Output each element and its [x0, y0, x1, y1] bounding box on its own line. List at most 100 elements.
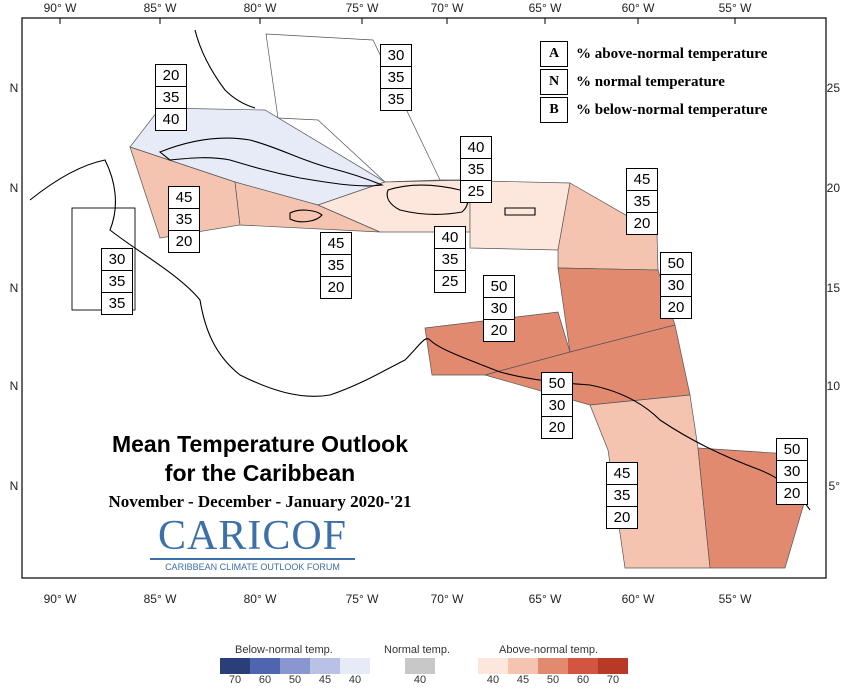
- prob-box-cayman: 45 35 20: [168, 186, 200, 253]
- prob-below: 25: [467, 183, 485, 200]
- normal-scale-swatch: [405, 658, 435, 674]
- prob-normal: 35: [461, 159, 491, 181]
- legend-key-below: B: [540, 97, 568, 123]
- prob-box-guyana: 45 35 20: [606, 462, 638, 529]
- lon-label-bottom: 65° W: [529, 592, 562, 606]
- prob-box-bahamas: 30 35 35: [380, 44, 412, 111]
- prob-above: 30: [381, 45, 411, 67]
- prob-normal: 30: [542, 395, 572, 417]
- lon-label-bottom: 70° W: [431, 592, 464, 606]
- lat-label-right: 15: [827, 281, 841, 295]
- prob-above: 30: [102, 249, 132, 271]
- lon-label-top: 85° W: [144, 1, 177, 15]
- axis-ticks: 90° W 90° W 85° W 85° W 80° W 80° W 75° W 75° W…: [10, 1, 841, 606]
- below-scale-tick-label: 45: [318, 674, 332, 686]
- lat-label-left: N: [10, 479, 19, 493]
- prob-below: 40: [162, 111, 180, 128]
- scale-title-above: Above-normal temp.: [499, 644, 599, 656]
- above-scale-swatch: [568, 658, 598, 674]
- prob-below: 20: [667, 299, 685, 316]
- puerto-rico-coastline: [504, 207, 536, 216]
- prob-box-belize: 30 35 35: [101, 248, 133, 315]
- logo-wordmark: CARICOF: [157, 513, 348, 559]
- lon-label-top: 70° W: [431, 1, 464, 15]
- above-scale-swatch: [508, 658, 538, 674]
- lon-label-bottom: 75° W: [346, 592, 379, 606]
- prob-box-hispaniola: 40 35 25: [460, 136, 492, 203]
- prob-above: 45: [607, 463, 637, 485]
- below-scale-tick-label: 70: [228, 674, 242, 686]
- above-scale-tick-label: 40: [486, 674, 500, 686]
- below-scale-swatch: [280, 658, 310, 674]
- lon-label-top: 65° W: [529, 1, 562, 15]
- below-scale-swatch: [250, 658, 280, 674]
- prob-normal: 30: [661, 275, 691, 297]
- legend-row-normal: N % normal temperature: [540, 68, 767, 96]
- central-america-coastline: [29, 159, 591, 397]
- above-scale-tick-label: 45: [516, 674, 530, 686]
- florida-coastline: [194, 29, 256, 109]
- prob-below: 20: [613, 509, 631, 526]
- prob-above: 40: [435, 227, 465, 249]
- legend-row-above: A % above-normal temperature: [540, 40, 767, 68]
- prob-normal: 35: [627, 191, 657, 213]
- lat-label-left: N: [10, 379, 19, 393]
- prob-below: 35: [108, 295, 126, 312]
- lon-label-bottom: 60° W: [622, 592, 655, 606]
- below-scale-tick-label: 50: [288, 674, 302, 686]
- prob-normal: 35: [156, 87, 186, 109]
- lon-label-top: 80° W: [244, 1, 277, 15]
- legend-key-above: A: [540, 41, 568, 67]
- lat-label-left: N: [10, 281, 19, 295]
- above-scale-tick-label: 60: [576, 674, 590, 686]
- hispaniola-coastline: [386, 184, 469, 215]
- prob-box-trinidad: 50 30 20: [541, 372, 573, 439]
- prob-normal: 30: [484, 298, 514, 320]
- prob-box-leeward: 45 35 20: [626, 168, 658, 235]
- prob-above: 50: [484, 276, 514, 298]
- above-scale-tick-label: 70: [606, 674, 620, 686]
- below-scale-swatch: [340, 658, 370, 674]
- forecast-regions: [71, 33, 806, 569]
- prob-above: 50: [777, 439, 807, 461]
- prob-normal: 35: [102, 271, 132, 293]
- prob-box-abc-islands: 50 30 20: [483, 275, 515, 342]
- prob-below: 20: [548, 419, 566, 436]
- prob-above: 50: [661, 253, 691, 275]
- logo-subtitle: CARIBBEAN CLIMATE OUTLOOK FORUM: [150, 558, 355, 572]
- above-scale-tick-label: 50: [546, 674, 560, 686]
- prob-below: 20: [490, 322, 508, 339]
- prob-normal: 35: [321, 255, 351, 277]
- lat-label-right: 5°: [829, 479, 841, 493]
- lon-label-top: 55° W: [719, 1, 752, 15]
- map-title-block: Mean Temperature Outlook for the Caribbe…: [60, 430, 460, 512]
- map-title-line-2: for the Caribbean: [164, 460, 356, 486]
- prob-box-windward: 50 30 20: [660, 252, 692, 319]
- prob-normal: 35: [435, 249, 465, 271]
- legend-key-normal: N: [540, 69, 568, 95]
- legend-text-normal: % normal temperature: [576, 73, 725, 90]
- prob-below: 35: [387, 91, 405, 108]
- cuba-coastline: [158, 137, 385, 187]
- prob-above: 45: [169, 187, 199, 209]
- lon-label-top: 90° W: [44, 1, 77, 15]
- map-title-line-1: Mean Temperature Outlook: [111, 431, 409, 457]
- prob-box-jamaica: 45 35 20: [320, 232, 352, 299]
- lat-label-left: N: [10, 181, 19, 195]
- prob-below: 20: [175, 233, 193, 250]
- above-scale-swatch: [478, 658, 508, 674]
- map-period: November - December - January 2020-'21: [108, 492, 412, 511]
- normal-scale-tick-label: 40: [413, 674, 427, 686]
- lon-label-bottom: 55° W: [719, 592, 752, 606]
- prob-box-puerto-rico: 40 35 25: [434, 226, 466, 293]
- above-scale-swatch: [538, 658, 568, 674]
- prob-above: 50: [542, 373, 572, 395]
- below-scale-swatch: [220, 658, 250, 674]
- scale-title-below: Below-normal temp.: [235, 644, 333, 656]
- abn-legend: A % above-normal temperature N % normal …: [540, 40, 767, 124]
- legend-row-below: B % below-normal temperature: [540, 96, 767, 124]
- prob-above: 45: [627, 169, 657, 191]
- prob-above: 45: [321, 233, 351, 255]
